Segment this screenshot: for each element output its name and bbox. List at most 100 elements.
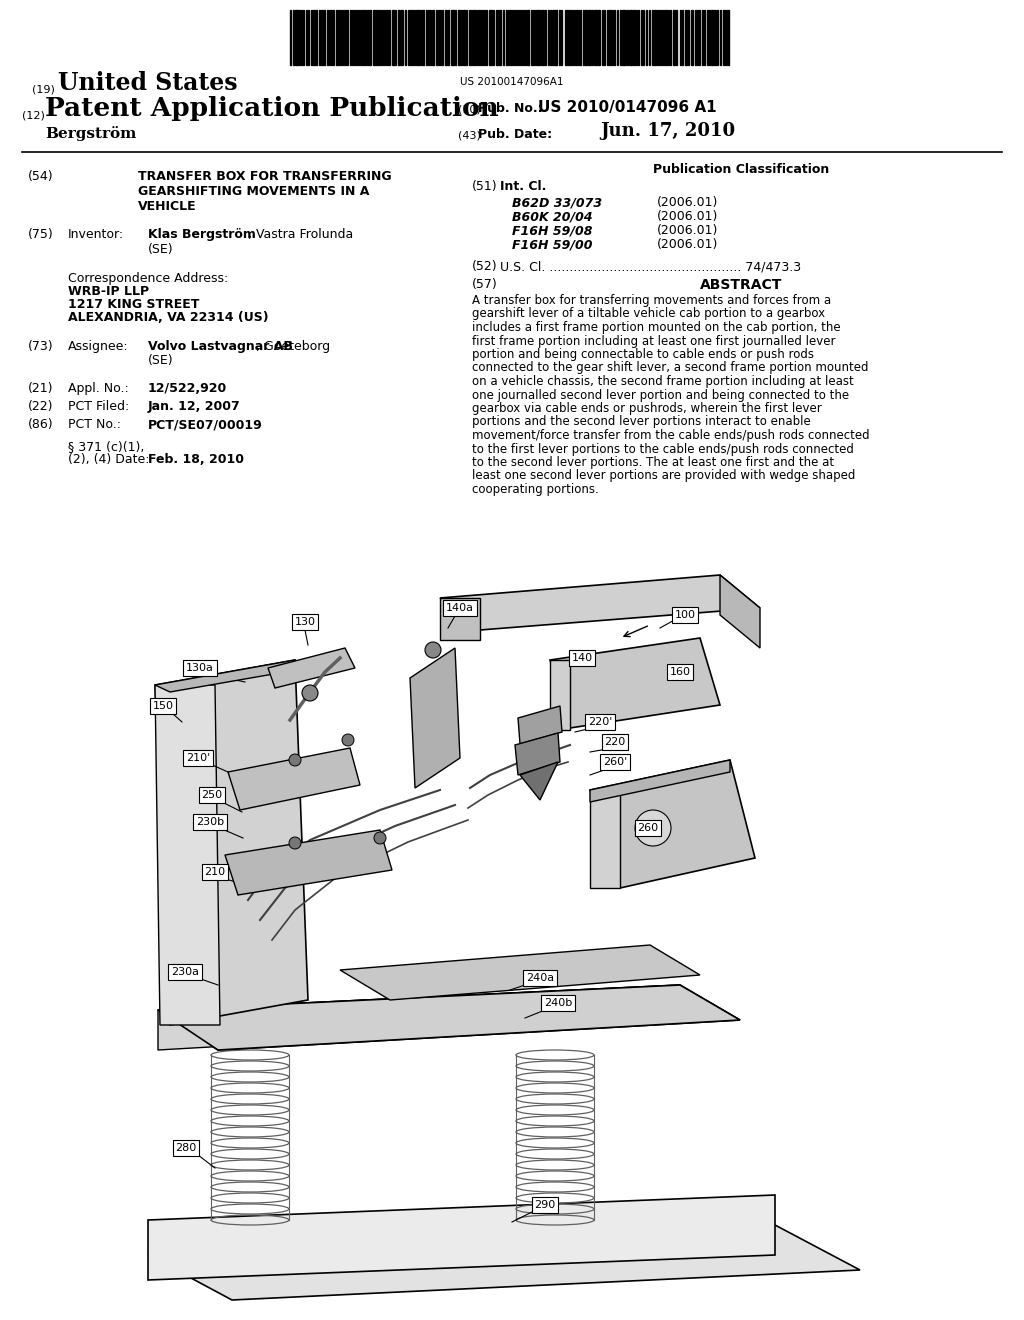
Text: (12): (12) (22, 110, 45, 120)
Bar (622, 11, 625, 65)
Text: 1217 KING STREET: 1217 KING STREET (68, 298, 200, 312)
Circle shape (635, 810, 671, 846)
Text: connected to the gear shift lever, a second frame portion mounted: connected to the gear shift lever, a sec… (472, 362, 868, 375)
Text: US 20100147096A1: US 20100147096A1 (460, 77, 564, 87)
Text: , Goeteborg: , Goeteborg (256, 341, 330, 352)
Bar (568, 11, 570, 65)
Text: Int. Cl.: Int. Cl. (500, 180, 547, 193)
Text: U.S. Cl. ................................................ 74/473.3: U.S. Cl. ...............................… (500, 260, 801, 273)
Text: 100: 100 (675, 610, 695, 620)
Bar (376, 11, 378, 65)
Circle shape (289, 837, 301, 849)
Text: 260': 260' (603, 756, 627, 767)
Bar (295, 11, 298, 65)
Text: 130a: 130a (186, 663, 214, 673)
Text: 210: 210 (205, 867, 225, 876)
Bar (554, 11, 557, 65)
Polygon shape (515, 733, 560, 775)
Bar (711, 11, 713, 65)
Circle shape (425, 642, 441, 657)
Text: United States: United States (58, 71, 238, 95)
Text: to the second lever portions. The at least one first and the at: to the second lever portions. The at lea… (472, 455, 835, 469)
Text: ABSTRACT: ABSTRACT (699, 279, 782, 292)
Bar (499, 11, 501, 65)
Text: ALEXANDRIA, VA 22314 (US): ALEXANDRIA, VA 22314 (US) (68, 312, 268, 323)
Bar (727, 11, 729, 65)
Text: Jan. 12, 2007: Jan. 12, 2007 (148, 400, 241, 413)
Text: 220: 220 (604, 737, 626, 747)
Text: A transfer box for transferring movements and forces from a: A transfer box for transferring movement… (472, 294, 831, 308)
Text: 230a: 230a (171, 968, 199, 977)
Text: (57): (57) (472, 279, 498, 290)
Bar (373, 11, 375, 65)
Text: 240b: 240b (544, 998, 572, 1008)
Polygon shape (410, 648, 460, 788)
Bar (527, 11, 529, 65)
Bar (496, 11, 498, 65)
Text: gearshift lever of a tiltable vehicle cab portion to a gearbox: gearshift lever of a tiltable vehicle ca… (472, 308, 825, 321)
Bar (575, 11, 577, 65)
Bar (463, 11, 465, 65)
Text: portions and the second lever portions interact to enable: portions and the second lever portions i… (472, 416, 811, 429)
Bar (369, 11, 371, 65)
Text: movement/force transfer from the cable ends/push rods connected: movement/force transfer from the cable e… (472, 429, 869, 442)
Text: (2006.01): (2006.01) (657, 224, 719, 238)
Bar (691, 11, 693, 65)
Text: gearbox via cable ends or pushrods, wherein the first lever: gearbox via cable ends or pushrods, wher… (472, 403, 821, 414)
Text: 230b: 230b (196, 817, 224, 828)
Text: (2), (4) Date:: (2), (4) Date: (68, 453, 150, 466)
Polygon shape (590, 760, 730, 803)
Text: Pub. No.:: Pub. No.: (478, 102, 543, 115)
Text: (52): (52) (472, 260, 498, 273)
Text: (2006.01): (2006.01) (657, 210, 719, 223)
Text: 130: 130 (295, 616, 315, 627)
Text: B60K 20/04: B60K 20/04 (512, 210, 593, 223)
Text: VEHICLE: VEHICLE (138, 201, 197, 213)
Bar (565, 11, 567, 65)
Polygon shape (225, 830, 392, 895)
Text: B62D 33/073: B62D 33/073 (512, 195, 602, 209)
Text: 210': 210' (186, 752, 210, 763)
Bar (598, 11, 600, 65)
Circle shape (374, 832, 386, 843)
Bar (398, 11, 400, 65)
Text: 250: 250 (202, 789, 222, 800)
Bar (417, 11, 419, 65)
Bar (595, 11, 597, 65)
Text: F16H 59/00: F16H 59/00 (512, 238, 593, 251)
Circle shape (342, 734, 354, 746)
Text: Publication Classification: Publication Classification (653, 162, 829, 176)
Polygon shape (440, 598, 480, 640)
Text: WRB-IP LLP: WRB-IP LLP (68, 285, 150, 298)
Text: 240a: 240a (526, 973, 554, 983)
Polygon shape (155, 660, 308, 692)
Bar (336, 11, 338, 65)
Polygon shape (148, 1225, 860, 1300)
Text: Inventor:: Inventor: (68, 228, 124, 242)
Text: 220': 220' (588, 717, 612, 727)
Text: (21): (21) (28, 381, 53, 395)
Circle shape (302, 685, 318, 701)
Text: Bergström: Bergström (45, 125, 136, 141)
Text: (SE): (SE) (148, 243, 174, 256)
Polygon shape (550, 660, 570, 730)
Text: first frame portion including at least one first journalled lever: first frame portion including at least o… (472, 334, 836, 347)
Text: PCT No.:: PCT No.: (68, 418, 121, 432)
Polygon shape (228, 748, 360, 810)
Text: to the first lever portions to the cable ends/push rods connected: to the first lever portions to the cable… (472, 442, 854, 455)
Text: Appl. No.:: Appl. No.: (68, 381, 129, 395)
Bar (588, 11, 590, 65)
Bar (432, 11, 434, 65)
Text: on a vehicle chassis, the second frame portion including at least: on a vehicle chassis, the second frame p… (472, 375, 854, 388)
Polygon shape (550, 638, 720, 729)
Bar (633, 11, 635, 65)
Polygon shape (520, 762, 558, 800)
Bar (445, 11, 447, 65)
Bar (510, 11, 512, 65)
Text: Jun. 17, 2010: Jun. 17, 2010 (600, 121, 735, 140)
Text: Feb. 18, 2010: Feb. 18, 2010 (148, 453, 244, 466)
Polygon shape (518, 706, 562, 744)
Bar (422, 11, 424, 65)
Circle shape (289, 754, 301, 766)
Bar (714, 11, 716, 65)
